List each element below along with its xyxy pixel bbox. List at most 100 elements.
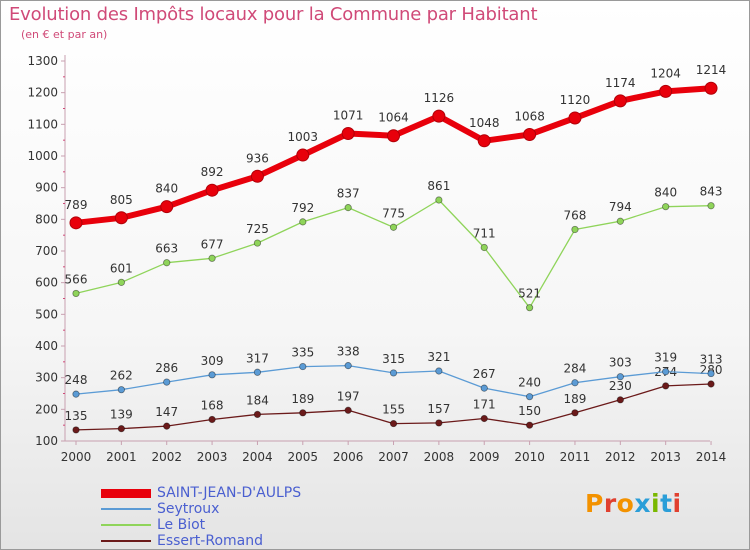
- data-label-2: 566: [65, 272, 88, 286]
- x-tick-label: 2008: [424, 450, 455, 464]
- x-tick-label: 2002: [151, 450, 182, 464]
- data-label-0: 789: [65, 198, 88, 212]
- data-label-2: 663: [155, 242, 178, 256]
- data-label-1: 248: [65, 373, 88, 387]
- x-tick-label: 2011: [560, 450, 591, 464]
- data-label-0: 840: [155, 182, 178, 196]
- y-tick-label: 600: [35, 276, 58, 290]
- y-tick-label: 800: [35, 212, 58, 226]
- legend-swatch: [101, 508, 151, 510]
- y-tick-label: 500: [35, 307, 58, 321]
- x-tick-label: 2009: [469, 450, 500, 464]
- data-label-3: 155: [382, 403, 405, 417]
- y-tick-label: 200: [35, 402, 58, 416]
- series-point-1: [525, 393, 534, 401]
- legend-label: Seytroux: [157, 501, 220, 517]
- y-tick-label: 100: [35, 434, 58, 448]
- series-point-0: [341, 127, 355, 141]
- y-tick-label: 700: [35, 244, 58, 258]
- series-point-0: [205, 183, 219, 197]
- x-tick-label: 2010: [514, 450, 545, 464]
- data-label-3: 171: [473, 398, 496, 412]
- data-label-0: 1120: [560, 93, 591, 107]
- data-label-1: 317: [246, 351, 269, 365]
- series-point-1: [389, 369, 398, 377]
- legend-label: Le Biot: [157, 517, 206, 533]
- series-point-2: [662, 203, 670, 211]
- series-point-2: [117, 278, 125, 286]
- data-label-1: 284: [564, 362, 587, 376]
- series-point-3: [389, 419, 398, 428]
- data-label-0: 1068: [514, 109, 545, 123]
- series-point-2: [571, 225, 579, 234]
- series-point-0: [296, 148, 310, 162]
- legend-label: SAINT-JEAN-D'AULPS: [157, 485, 302, 501]
- x-tick-label: 2014: [696, 450, 727, 464]
- y-tick-label: 1000: [27, 149, 58, 163]
- x-tick-label: 2006: [333, 450, 364, 464]
- x-tick-label: 2000: [61, 450, 92, 464]
- data-label-2: 768: [564, 208, 587, 222]
- data-label-1: 267: [473, 367, 496, 381]
- series-point-3: [117, 425, 125, 433]
- y-tick-label: 1300: [27, 54, 58, 68]
- series-point-2: [435, 196, 443, 204]
- data-label-1: 338: [337, 345, 360, 359]
- data-label-1: 309: [201, 354, 224, 368]
- y-tick-label: 900: [35, 181, 58, 195]
- series-point-3: [571, 409, 579, 417]
- logo-letter: x: [634, 489, 651, 518]
- series-point-0: [659, 84, 673, 98]
- y-tick-label: 400: [35, 339, 58, 353]
- logo-letter: t: [660, 489, 673, 518]
- data-label-1: 240: [518, 376, 541, 390]
- x-tick-label: 2013: [650, 450, 681, 464]
- series-point-2: [163, 259, 171, 267]
- series-point-3: [525, 421, 534, 429]
- series-point-0: [477, 134, 491, 148]
- y-tick-label: 1200: [27, 86, 58, 100]
- data-label-3: 139: [110, 408, 133, 422]
- y-tick-label: 1100: [27, 117, 58, 131]
- series-point-1: [208, 371, 216, 379]
- series-point-0: [114, 211, 128, 225]
- series-point-2: [72, 289, 80, 298]
- series-point-2: [208, 254, 216, 262]
- data-label-2: 792: [291, 201, 314, 215]
- data-label-0: 892: [201, 165, 224, 179]
- data-label-3: 147: [155, 405, 178, 419]
- series-point-2: [525, 304, 534, 312]
- data-label-2: 840: [654, 186, 677, 200]
- chart-subtitle: (en € et par an): [21, 28, 108, 41]
- series-point-3: [163, 422, 171, 430]
- series-point-2: [299, 218, 307, 226]
- data-label-2: 601: [110, 261, 133, 275]
- series-point-1: [299, 362, 307, 371]
- series-point-0: [432, 109, 446, 123]
- x-tick-label: 2001: [106, 450, 137, 464]
- data-label-0: 1126: [424, 91, 455, 105]
- data-label-3: 168: [201, 398, 224, 412]
- data-label-1: 315: [382, 352, 405, 366]
- series-point-3: [344, 406, 352, 414]
- data-label-0: 805: [110, 193, 133, 207]
- chart-title: Evolution des Impôts locaux pour la Comm…: [9, 4, 538, 25]
- data-label-3: 157: [427, 402, 450, 416]
- data-label-0: 1003: [288, 130, 319, 144]
- series-point-2: [707, 202, 715, 210]
- series-point-0: [523, 127, 537, 141]
- series-point-3: [662, 382, 670, 390]
- series-point-3: [253, 410, 262, 418]
- data-label-3: 230: [609, 379, 632, 393]
- data-label-1: 335: [291, 346, 314, 360]
- series-point-3: [208, 415, 216, 424]
- data-label-3: 135: [65, 409, 88, 423]
- series-point-0: [568, 111, 582, 125]
- proxiti-logo: Proxiti: [585, 489, 682, 518]
- data-label-3: 189: [291, 392, 314, 406]
- series-point-1: [435, 367, 443, 375]
- data-label-2: 677: [201, 237, 224, 251]
- series-point-1: [571, 379, 579, 387]
- series-point-1: [253, 368, 262, 376]
